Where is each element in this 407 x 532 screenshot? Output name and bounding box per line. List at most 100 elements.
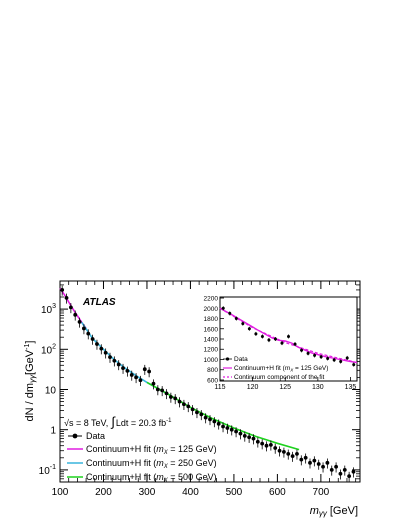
x-axis-title: mγγ [GeV] (310, 505, 358, 518)
inset-data-point (221, 306, 225, 310)
legend-label-fit-250: Continuum+H fit (mX = 250 GeV) (86, 458, 217, 470)
data-point (225, 426, 230, 430)
inset-frame (219, 296, 358, 382)
legend-label-fit-500: Continuum+H fit (mX = 500 GeV) (86, 472, 217, 484)
inset-data-point (241, 322, 245, 326)
inset-y-tick-label: 2000 (204, 306, 219, 313)
data-point (147, 369, 152, 374)
data-point (155, 387, 160, 392)
data-point (186, 404, 191, 409)
inset-y-tick-label: 1400 (204, 337, 219, 344)
data-point (286, 452, 291, 456)
inset-data-point (332, 358, 336, 362)
data-point (290, 454, 295, 459)
data-point (273, 446, 278, 450)
fit-curve-500 (146, 381, 300, 451)
y-axis-title-unit: [GeV (24, 349, 36, 375)
sqrt-symbol: √ (64, 418, 69, 428)
data-point (125, 369, 130, 373)
x-axis-title-unit: [GeV] (330, 505, 358, 517)
data-point (195, 410, 199, 415)
data-point (282, 450, 286, 454)
fit-curve-250 (81, 321, 170, 396)
inset-data-point (247, 327, 251, 331)
inset-data-point (300, 348, 304, 352)
x-tick-label: 600 (269, 487, 286, 498)
inset-data-point (228, 311, 232, 315)
data-point (73, 312, 78, 317)
energy-note: √s = 8 TeV, ∫Ldt = 20.3 fb-1 (64, 414, 172, 429)
x-tick-label: 200 (95, 487, 112, 498)
inset-data-point (267, 338, 271, 342)
data-point (264, 443, 269, 448)
inset-y-tick-label: 600 (207, 377, 218, 384)
data-point (151, 381, 156, 386)
y-axis-title-sub: γγ (28, 374, 37, 383)
data-point (238, 431, 243, 436)
data-point (138, 378, 143, 383)
inset-data-point (234, 317, 238, 321)
inset-data-point (287, 334, 290, 338)
data-point (121, 366, 125, 371)
data-point (203, 415, 208, 420)
inset-data-point (306, 351, 310, 355)
atlas-label: ATLAS (82, 297, 116, 308)
inset-y-tick-label: 1000 (204, 357, 219, 364)
data-point (108, 355, 112, 359)
data-point (351, 469, 356, 474)
y-tick-label: 103 (41, 303, 56, 316)
data-point (212, 419, 217, 424)
inset-continuum-curve (219, 307, 358, 364)
data-point (182, 402, 186, 407)
inset-data-point (254, 332, 258, 336)
data-point (342, 467, 347, 472)
y-tick-label: 10-1 (39, 464, 56, 477)
data-point (142, 367, 147, 372)
legend-item-fit-250: Continuum+H fit (mX = 250 GeV) (67, 458, 217, 470)
data-point (216, 421, 221, 426)
inset-fit-curves (219, 307, 358, 364)
data-point (164, 391, 169, 396)
data-point (295, 452, 299, 456)
main-legend: Data Continuum+H fit (mX = 125 GeV) Cont… (67, 431, 217, 484)
data-point (68, 305, 73, 310)
data-point (112, 358, 117, 363)
data-point (90, 337, 95, 341)
main-data-points (60, 285, 356, 482)
data-point (234, 429, 238, 434)
data-point (268, 442, 273, 447)
inset-data-point (280, 341, 284, 345)
inset-data-point (339, 360, 343, 364)
inset-data-point (326, 356, 330, 360)
inset-legend: Data Continuum+H fit (mX = 125 GeV) Cont… (223, 356, 328, 381)
data-point (312, 458, 317, 463)
data-point (321, 464, 325, 469)
inset-data-point (293, 342, 297, 346)
luminosity-exp: -1 (166, 418, 172, 424)
main-axes: 100 200 300 400 500 600 700 10-1 1 10 102 103 (39, 281, 360, 498)
inset-legend-data-marker (225, 357, 230, 361)
data-point (103, 350, 108, 355)
data-point (255, 439, 260, 444)
data-point (95, 342, 99, 346)
inset-x-tick-label: 120 (247, 384, 259, 391)
data-point (316, 462, 321, 466)
y-tick-label: 102 (41, 343, 56, 356)
data-point (60, 288, 65, 292)
y-axis-title: dN / dmγγ[GeV-1] (24, 341, 37, 422)
x-axis-title-main: m (310, 505, 319, 517)
inset-legend-label-fit: Continuum+H fit (mX = 125 GeV) (234, 365, 328, 373)
legend-label-fit-125: Continuum+H fit (mX = 125 GeV) (86, 444, 217, 456)
data-point (299, 457, 304, 462)
data-point (325, 460, 330, 465)
data-point (308, 460, 312, 465)
x-tick-label: 400 (182, 487, 199, 498)
inset-legend-label-continuum: Continuum component of the fit (234, 374, 325, 381)
inset-data-point (345, 356, 349, 360)
inset-data-point (260, 334, 264, 338)
energy-text: s = 8 TeV, (69, 418, 108, 428)
data-point (334, 464, 338, 469)
inset-x-tick-label: 135 (345, 384, 357, 391)
x-tick-label: 700 (313, 487, 330, 498)
